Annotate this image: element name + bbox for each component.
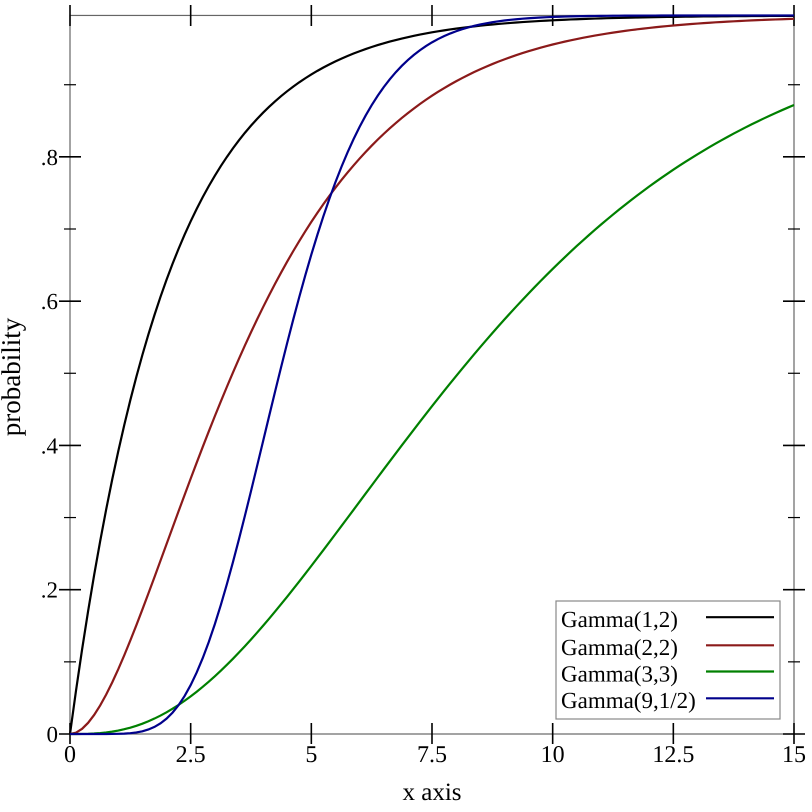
svg-text:Gamma(2,2): Gamma(2,2)	[561, 635, 678, 660]
svg-text:probability: probability	[0, 317, 26, 436]
svg-text:.8: .8	[41, 145, 58, 170]
svg-text:12.5: 12.5	[652, 742, 694, 768]
svg-text:15: 15	[782, 742, 806, 768]
svg-text:.2: .2	[41, 578, 58, 603]
svg-text:.6: .6	[41, 289, 58, 314]
svg-text:2.5: 2.5	[176, 742, 206, 768]
svg-text:10: 10	[541, 742, 565, 768]
svg-text:0: 0	[47, 722, 59, 747]
svg-text:Gamma(9,1/2): Gamma(9,1/2)	[561, 688, 696, 713]
svg-text:7.5: 7.5	[417, 742, 447, 768]
svg-text:Gamma(1,2): Gamma(1,2)	[561, 607, 678, 632]
svg-text:x axis: x axis	[402, 779, 461, 806]
svg-text:5: 5	[305, 742, 317, 768]
svg-text:Gamma(3,3): Gamma(3,3)	[561, 662, 678, 687]
svg-text:.4: .4	[41, 433, 59, 458]
svg-text:0: 0	[64, 742, 76, 768]
